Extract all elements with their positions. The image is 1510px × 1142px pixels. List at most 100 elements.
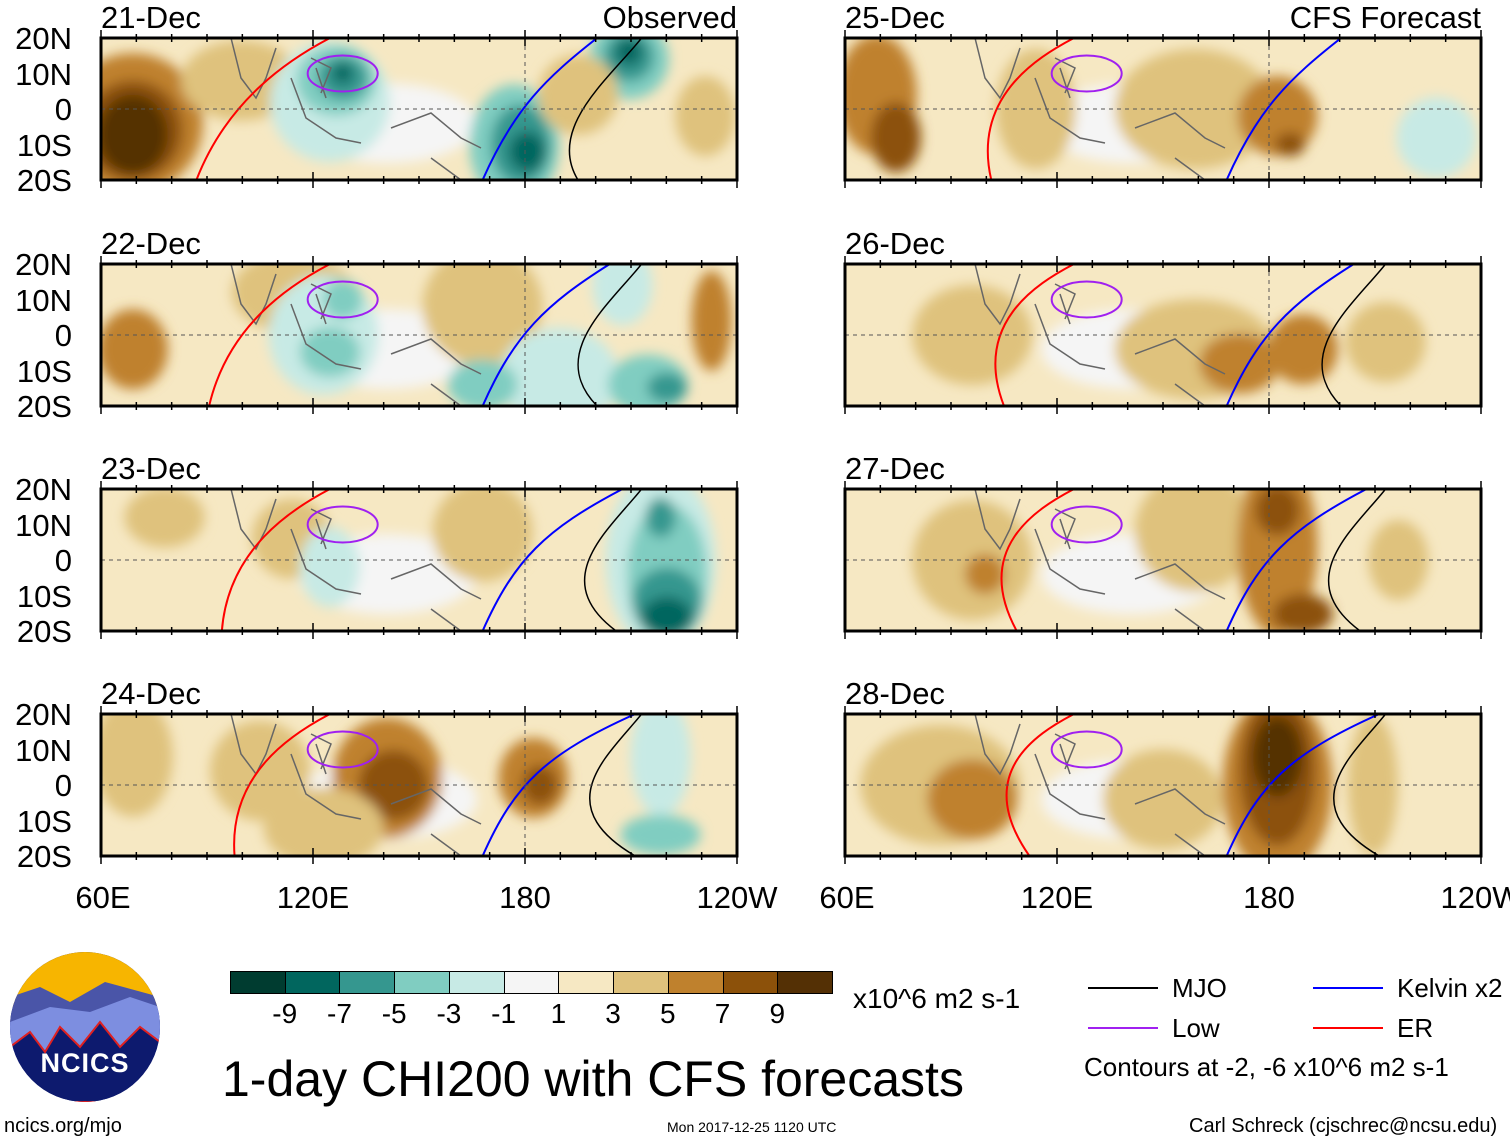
lon-tick-label: 60E bbox=[819, 880, 875, 915]
kelvin-contour bbox=[481, 264, 611, 406]
colorbar-swatch bbox=[722, 971, 779, 994]
logo-mountains-icon bbox=[10, 952, 160, 1102]
legend-line bbox=[1088, 1027, 1158, 1029]
contour-note: Contours at -2, -6 x10^6 m2 s-1 bbox=[1084, 1052, 1449, 1082]
er-contour bbox=[208, 264, 331, 406]
legend-line bbox=[1313, 987, 1383, 989]
lat-tick-label: 20N bbox=[15, 247, 72, 282]
map-panel bbox=[843, 30, 1483, 188]
lat-tick-label: 0 bbox=[54, 318, 72, 353]
chi200-anomaly-region bbox=[422, 264, 543, 367]
chi200-anomaly-region bbox=[630, 714, 691, 817]
mjo-contour bbox=[1321, 264, 1387, 406]
low-contour bbox=[306, 505, 379, 544]
lat-tick-label: 20S bbox=[16, 839, 72, 874]
mjo-contour bbox=[568, 38, 643, 180]
panel-date: 22-Dec bbox=[101, 226, 201, 261]
chi200-anomaly-region bbox=[210, 720, 310, 821]
chi200-anomaly-region bbox=[620, 814, 701, 855]
colorbar-tick-label: -9 bbox=[272, 998, 298, 1029]
colorbar-tick-label: -3 bbox=[436, 998, 462, 1029]
colorbar-tick-label: 3 bbox=[605, 998, 621, 1029]
kelvin-contour bbox=[1225, 714, 1380, 856]
lon-tick-label: 120W bbox=[1440, 880, 1510, 915]
map-panel bbox=[99, 481, 739, 639]
lon-tick-label: 120E bbox=[1020, 880, 1094, 915]
map-panel bbox=[99, 30, 739, 188]
coastline bbox=[974, 38, 1226, 180]
chi200-anomaly-region bbox=[1396, 97, 1477, 178]
panel-date: 27-Dec bbox=[845, 451, 945, 486]
chi200-anomaly-region bbox=[691, 270, 732, 371]
coastline bbox=[230, 264, 482, 406]
chi200-anomaly-region bbox=[1114, 49, 1275, 169]
chi200-anomaly-region bbox=[647, 372, 688, 403]
chi200-anomaly-region bbox=[101, 714, 173, 817]
colorbar-swatch bbox=[613, 971, 669, 994]
map-panel bbox=[843, 481, 1483, 639]
chi200-anomaly-region bbox=[521, 765, 558, 805]
lat-tick-label: 10S bbox=[16, 578, 72, 614]
colorbar-units: x10^6 m2 s-1 bbox=[853, 983, 1021, 1014]
chi200-anomaly-region bbox=[538, 54, 618, 135]
chi200-anomaly-region bbox=[1275, 132, 1306, 157]
lon-tick-label: 180 bbox=[1243, 880, 1295, 915]
lat-tick-label: 0 bbox=[54, 543, 72, 578]
map-panel bbox=[843, 256, 1483, 414]
column-label: Observed bbox=[602, 0, 737, 35]
er-contour bbox=[1000, 489, 1075, 631]
coastline bbox=[230, 489, 482, 631]
chi200-anomaly-region bbox=[1134, 489, 1255, 592]
coastline bbox=[230, 38, 482, 180]
chi200-anomaly-region bbox=[592, 264, 653, 326]
lat-tick-label: 0 bbox=[54, 768, 72, 803]
chi200-anomaly-region bbox=[299, 327, 360, 378]
lat-tick-label: 10N bbox=[15, 507, 72, 543]
lat-tick-label: 10S bbox=[16, 803, 72, 839]
colorbar-tick-label: -1 bbox=[491, 998, 517, 1029]
chi200-anomaly-region bbox=[927, 759, 1018, 840]
footer-url: ncics.org/mjo bbox=[4, 1115, 122, 1137]
panel-date: 23-Dec bbox=[101, 451, 201, 486]
colorbar-tick-label: 5 bbox=[660, 998, 676, 1029]
chi200-anomaly-region bbox=[358, 750, 429, 820]
colorbar-tick-label: 7 bbox=[714, 998, 731, 1029]
chi200-anomaly-region bbox=[299, 527, 360, 608]
chi200-anomaly-region bbox=[1252, 716, 1303, 797]
colorbar-swatch bbox=[230, 971, 286, 994]
chi200-anomaly-region bbox=[509, 131, 546, 172]
er-contour bbox=[233, 714, 331, 856]
chi200-anomaly-region bbox=[1272, 593, 1333, 631]
chi200-anomaly-region bbox=[322, 279, 363, 320]
panel-date: 26-Dec bbox=[845, 226, 945, 261]
kelvin-contour bbox=[1225, 264, 1355, 406]
kelvin-contour bbox=[481, 489, 623, 631]
logo: NCICS bbox=[10, 952, 160, 1102]
coastline bbox=[974, 714, 1226, 856]
chi200-anomaly-region bbox=[964, 554, 1005, 595]
kelvin-contour bbox=[481, 38, 598, 180]
lat-tick-label: 10N bbox=[15, 732, 72, 768]
lat-tick-label: 20N bbox=[15, 21, 72, 56]
mjo-contour bbox=[1332, 714, 1387, 856]
colorbar-swatch bbox=[667, 971, 724, 994]
mjo-contour bbox=[577, 264, 643, 406]
chi200-anomaly-region bbox=[1347, 715, 1398, 855]
kelvin-contour bbox=[1225, 489, 1367, 631]
lon-tick-label: 60E bbox=[75, 880, 131, 915]
chi200-anomaly-region bbox=[124, 489, 205, 548]
panel-date: 25-Dec bbox=[845, 0, 945, 35]
coastline bbox=[974, 264, 1226, 406]
lon-tick-label: 120W bbox=[696, 880, 778, 915]
chi200-anomaly-region bbox=[1255, 489, 1300, 536]
chi200-anomaly-region bbox=[1267, 314, 1338, 385]
chi200-anomaly-region bbox=[447, 359, 518, 406]
kelvin-contour bbox=[481, 714, 636, 856]
chi200-anomaly-region bbox=[642, 596, 693, 631]
lat-tick-label: 10S bbox=[16, 127, 72, 163]
chi200-anomaly-region bbox=[645, 497, 676, 538]
mjo-contour bbox=[583, 489, 643, 631]
chi200-anomaly-region bbox=[1199, 333, 1280, 394]
chi200-anomaly-region bbox=[332, 63, 353, 84]
low-contour bbox=[1050, 730, 1123, 769]
